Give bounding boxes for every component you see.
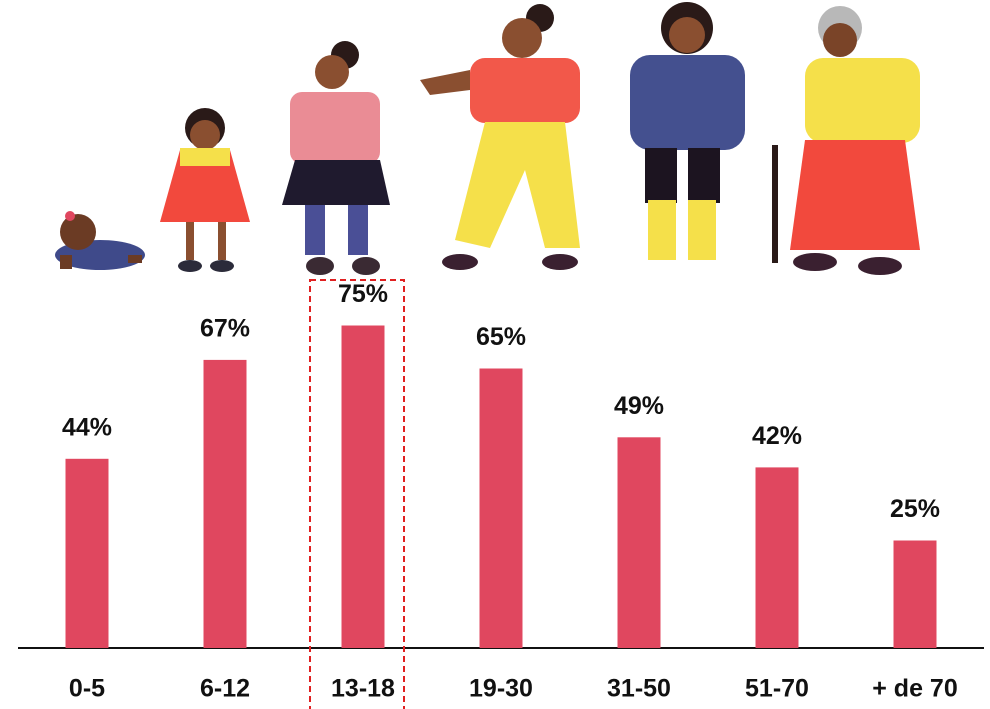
bar: [756, 467, 799, 648]
bar: [66, 459, 109, 648]
x-tick-label: 51-70: [745, 675, 809, 703]
x-tick-label: 13-18: [331, 675, 395, 703]
value-label: 65%: [476, 323, 526, 351]
x-tick-label: 0-5: [69, 675, 105, 703]
value-label: 67%: [200, 315, 250, 343]
bar: [480, 369, 523, 649]
figure-baby: [55, 211, 145, 270]
value-label: 42%: [752, 422, 802, 450]
x-tick-label: + de 70: [872, 675, 957, 703]
figure-child: [160, 108, 250, 272]
bar: [204, 360, 247, 648]
bar: [894, 541, 937, 649]
chart: 0-5 44% 6-12 67% 13-18 75% 19-30 65% 31-50 49% 51-…: [0, 0, 990, 709]
figure-adult: [630, 2, 745, 260]
bar: [342, 326, 385, 649]
figure-young-adult: [420, 4, 580, 270]
value-label: 44%: [62, 413, 112, 441]
x-tick-label: 31-50: [607, 675, 671, 703]
value-label: 25%: [890, 495, 940, 523]
x-tick-label: 19-30: [469, 675, 533, 703]
figure-teen: [282, 41, 390, 275]
value-label: 49%: [614, 392, 664, 420]
page: 0-5 44% 6-12 67% 13-18 75% 19-30 65% 31-50 49% 51-…: [0, 0, 990, 709]
value-label: 75%: [338, 280, 388, 308]
illustrations: [55, 2, 920, 275]
figure-elder: [772, 6, 920, 275]
x-tick-label: 6-12: [200, 675, 250, 703]
bar: [618, 437, 661, 648]
